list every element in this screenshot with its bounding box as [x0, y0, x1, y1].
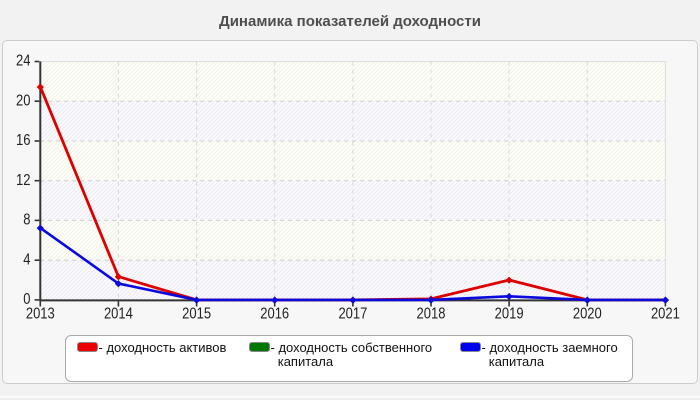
- svg-text:2016: 2016: [260, 306, 289, 323]
- svg-text:24: 24: [16, 53, 31, 70]
- svg-text:2015: 2015: [182, 306, 211, 323]
- svg-text:0: 0: [23, 291, 30, 308]
- svg-text:8: 8: [23, 212, 30, 229]
- svg-text:16: 16: [16, 132, 31, 149]
- svg-text:4: 4: [23, 251, 30, 268]
- svg-text:12: 12: [16, 172, 31, 189]
- svg-text:2019: 2019: [495, 306, 524, 323]
- svg-text:2017: 2017: [338, 306, 367, 323]
- svg-text:2014: 2014: [104, 306, 133, 323]
- svg-text:2018: 2018: [417, 306, 446, 323]
- svg-text:2013: 2013: [26, 306, 55, 323]
- svg-text:20: 20: [16, 92, 31, 109]
- svg-text:2020: 2020: [573, 306, 602, 323]
- svg-text:2021: 2021: [651, 306, 680, 323]
